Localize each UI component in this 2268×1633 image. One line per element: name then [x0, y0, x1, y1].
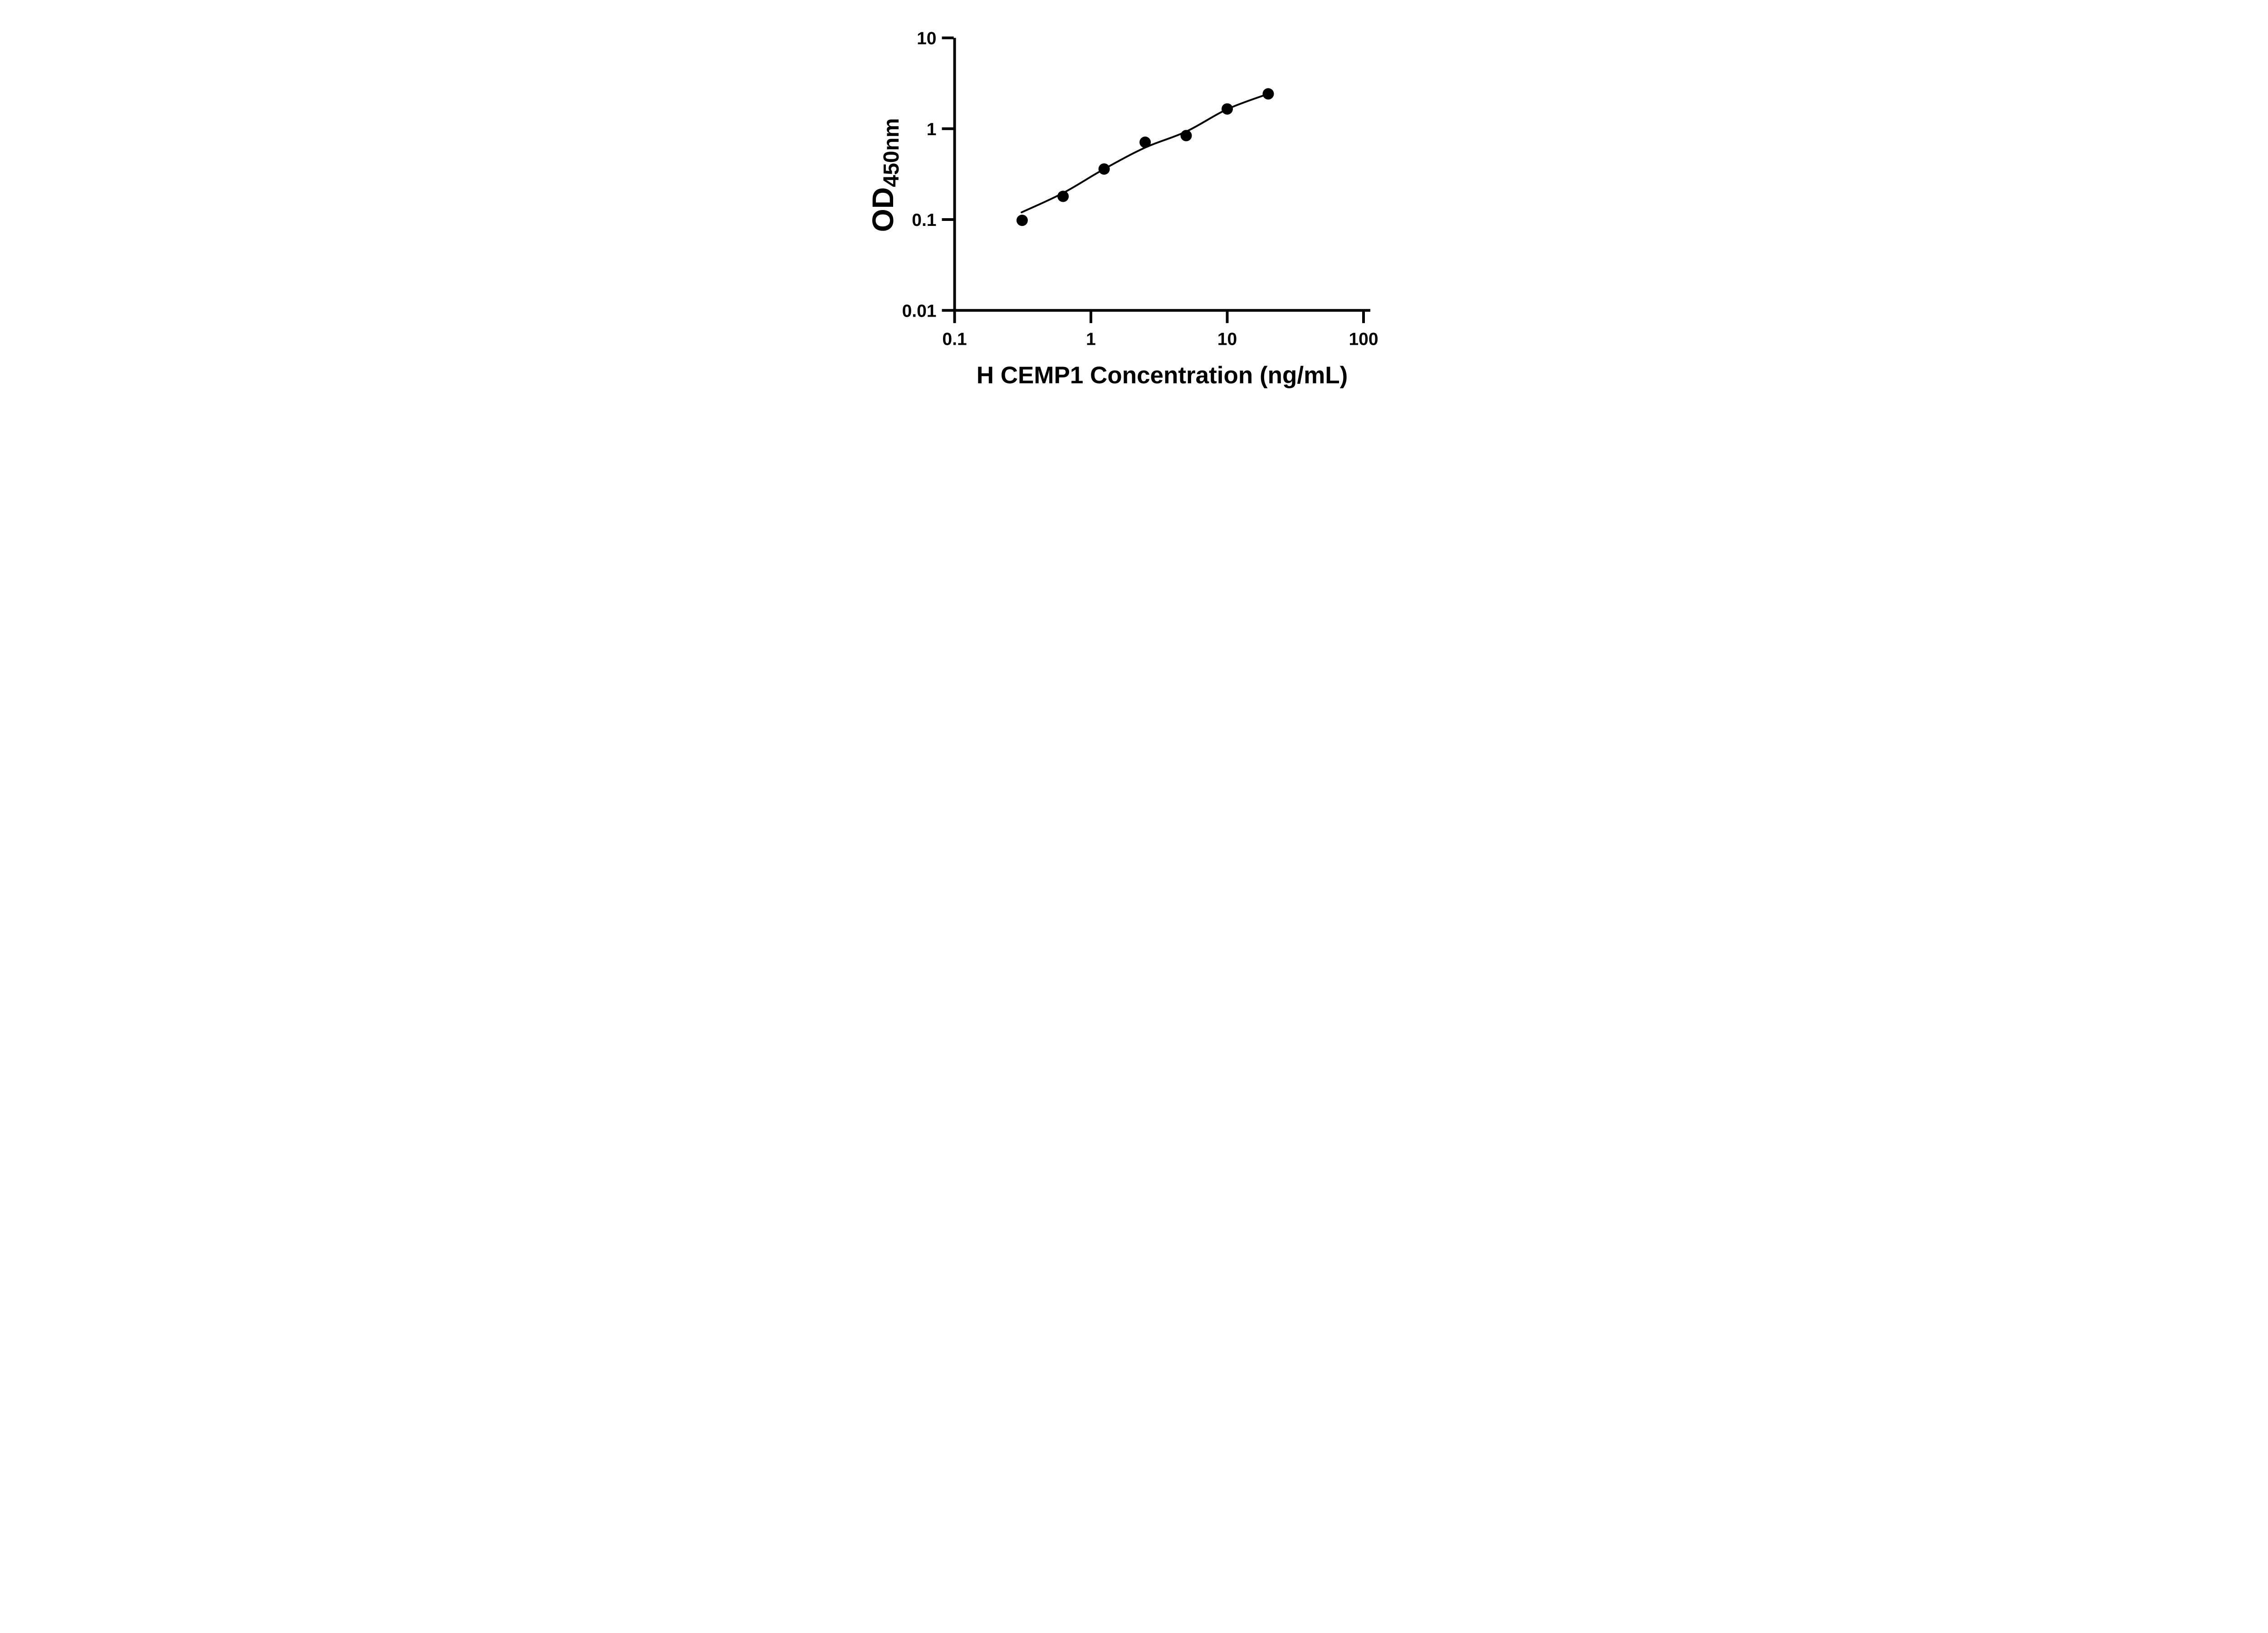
data-point	[1016, 215, 1028, 226]
y-tick-label: 0.01	[902, 301, 937, 321]
y-tick-label: 0.1	[912, 210, 936, 230]
x-tick-label: 10	[1217, 329, 1237, 349]
data-point	[1180, 130, 1192, 142]
elisa-standard-curve-figure: 0.01 0.1 1 10 0.1 1 10 100 H CEMP1 Concentratio…	[842, 0, 1426, 408]
data-point	[1222, 103, 1233, 115]
data-point	[1057, 191, 1069, 202]
data-point	[1098, 163, 1110, 175]
x-tick-label: 100	[1349, 329, 1378, 349]
y-tick-label: 1	[927, 120, 937, 139]
y-tick-label: 10	[917, 29, 936, 49]
y-axis-title-main: OD	[866, 187, 899, 232]
data-point	[1139, 137, 1151, 148]
x-tick-label: 0.1	[942, 329, 967, 349]
x-axis-title: H CEMP1 Concentration (ng/mL)	[977, 362, 1348, 389]
x-tick-label: 1	[1086, 329, 1096, 349]
y-axis-title: OD450nm	[866, 118, 904, 232]
data-point	[1262, 88, 1274, 100]
y-axis-title-subscript: 450nm	[880, 118, 904, 187]
